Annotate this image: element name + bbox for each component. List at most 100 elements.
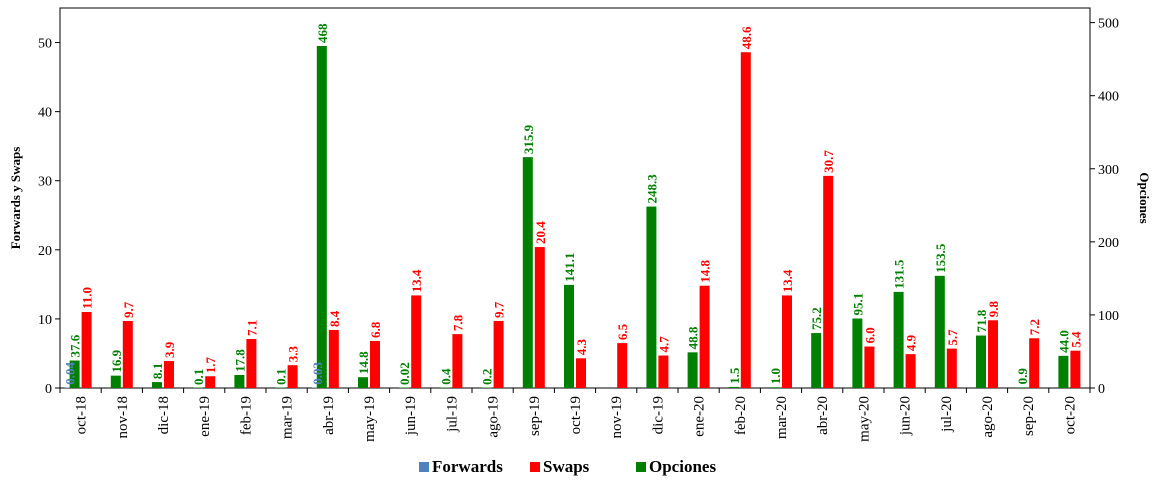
right-axis-tick-label: 0 bbox=[1098, 382, 1105, 397]
bar-swaps bbox=[617, 343, 628, 388]
data-label-swaps: 3.9 bbox=[162, 341, 177, 358]
bar-opciones bbox=[934, 275, 945, 388]
category-label: ene-20 bbox=[692, 396, 708, 437]
category-label: oct-18 bbox=[74, 396, 90, 434]
category-label: oct-20 bbox=[1062, 396, 1078, 434]
legend-swatch-opciones bbox=[636, 462, 646, 472]
bar-swaps bbox=[1029, 338, 1040, 388]
data-label-swaps: 9.7 bbox=[121, 301, 136, 318]
bar-opciones bbox=[316, 46, 327, 388]
data-label-opciones: 315.9 bbox=[521, 124, 536, 154]
data-label-swaps: 7.8 bbox=[450, 314, 465, 331]
bar-swaps bbox=[81, 312, 92, 388]
bar-opciones bbox=[358, 377, 368, 388]
bar-opciones bbox=[234, 374, 245, 388]
bar-opciones bbox=[110, 375, 121, 388]
data-label-opciones: 48.8 bbox=[686, 326, 701, 349]
left-axis-title: Forwards y Swaps bbox=[8, 147, 23, 250]
data-label-opciones: 75.2 bbox=[809, 307, 824, 330]
bar-opciones bbox=[976, 335, 986, 388]
bar-opciones bbox=[1017, 387, 1028, 388]
bar-swaps bbox=[493, 320, 504, 388]
bar-opciones bbox=[481, 387, 492, 388]
bar-swaps bbox=[246, 338, 257, 388]
data-label-forwards: 0.04 bbox=[63, 361, 78, 384]
legend-swatch-forwards bbox=[419, 462, 429, 472]
bar-opciones bbox=[811, 333, 822, 388]
category-label: mar-19 bbox=[280, 396, 296, 439]
data-label-swaps: 13.4 bbox=[409, 269, 424, 292]
category-label: may-19 bbox=[362, 396, 378, 442]
left-axis-tick-label: 20 bbox=[38, 244, 52, 259]
bar-swaps bbox=[740, 52, 751, 389]
legend-label-swaps: Swaps bbox=[543, 457, 590, 476]
category-label: sep-20 bbox=[1021, 396, 1037, 436]
bar-opciones bbox=[193, 387, 204, 388]
data-label-opciones: 153.5 bbox=[933, 243, 948, 273]
bar-opciones bbox=[69, 360, 80, 388]
data-label-swaps: 8.4 bbox=[327, 310, 342, 327]
bar-swaps bbox=[122, 320, 133, 388]
data-label-swaps: 7.2 bbox=[1027, 319, 1042, 335]
bar-swaps bbox=[823, 175, 834, 388]
data-label-opciones: 0.1 bbox=[274, 369, 289, 385]
data-label-swaps: 6.0 bbox=[862, 327, 877, 343]
bar-swaps bbox=[370, 341, 380, 388]
bar-opciones bbox=[152, 382, 162, 388]
data-label-opciones: 17.8 bbox=[232, 349, 247, 372]
legend-label-opciones: Opciones bbox=[649, 457, 716, 476]
data-label-opciones: 141.1 bbox=[562, 253, 577, 282]
right-axis-tick-label: 400 bbox=[1098, 90, 1119, 105]
bar-swaps bbox=[658, 355, 669, 388]
data-label-swaps: 4.3 bbox=[574, 339, 589, 356]
data-label-opciones: 0.2 bbox=[480, 369, 495, 385]
data-label-opciones: 14.8 bbox=[356, 351, 371, 374]
bar-swaps bbox=[411, 295, 422, 388]
right-axis-title: Opciones bbox=[1137, 172, 1152, 223]
bar-swaps bbox=[576, 358, 586, 388]
bar-opciones bbox=[522, 157, 533, 388]
bar-opciones bbox=[852, 318, 863, 388]
right-axis-tick-label: 200 bbox=[1098, 236, 1119, 251]
category-label: jun-19 bbox=[403, 396, 419, 436]
data-label-swaps: 1.7 bbox=[203, 357, 218, 374]
bar-swaps bbox=[287, 365, 298, 388]
left-axis-tick-label: 30 bbox=[38, 175, 52, 190]
data-label-swaps: 6.8 bbox=[368, 321, 383, 338]
category-label: mar-20 bbox=[774, 396, 790, 439]
bar-swaps bbox=[699, 285, 710, 388]
bar-opciones bbox=[687, 352, 698, 388]
left-axis-tick-label: 50 bbox=[38, 37, 52, 52]
data-label-swaps: 3.3 bbox=[286, 345, 301, 362]
bar-swaps bbox=[164, 361, 174, 388]
data-label-opciones: 1.0 bbox=[768, 368, 783, 384]
left-axis-tick-label: 40 bbox=[38, 106, 52, 121]
data-label-opciones: 0.9 bbox=[1015, 368, 1030, 385]
bar-swaps bbox=[782, 295, 792, 388]
data-label-opciones: 468 bbox=[315, 23, 330, 43]
category-label: feb-19 bbox=[238, 396, 254, 435]
bar-swaps bbox=[946, 348, 957, 388]
data-label-opciones: 0.1 bbox=[191, 369, 206, 385]
data-label-opciones: 71.8 bbox=[974, 309, 989, 332]
category-label: jul-19 bbox=[444, 396, 460, 433]
data-label-opciones: 1.5 bbox=[727, 367, 742, 384]
category-label: may-20 bbox=[856, 396, 872, 442]
bar-opciones bbox=[564, 284, 574, 388]
data-label-swaps: 4.7 bbox=[656, 336, 671, 353]
data-label-swaps: 5.7 bbox=[945, 329, 960, 346]
bar-opciones bbox=[399, 387, 410, 388]
category-label: sep-19 bbox=[527, 396, 543, 436]
data-label-swaps: 20.4 bbox=[533, 221, 548, 244]
left-axis-tick-label: 0 bbox=[45, 382, 52, 397]
data-label-swaps: 5.4 bbox=[1068, 331, 1083, 348]
bar-opciones bbox=[770, 387, 780, 388]
bar-swaps bbox=[328, 329, 339, 388]
category-label: abr-20 bbox=[815, 396, 831, 435]
left-axis-tick-label: 10 bbox=[38, 313, 52, 328]
data-label-opciones: 95.1 bbox=[850, 293, 865, 316]
data-label-opciones: 0.02 bbox=[397, 362, 412, 385]
legend-label-forwards: Forwards bbox=[432, 457, 503, 476]
data-label-swaps: 4.9 bbox=[904, 334, 919, 351]
